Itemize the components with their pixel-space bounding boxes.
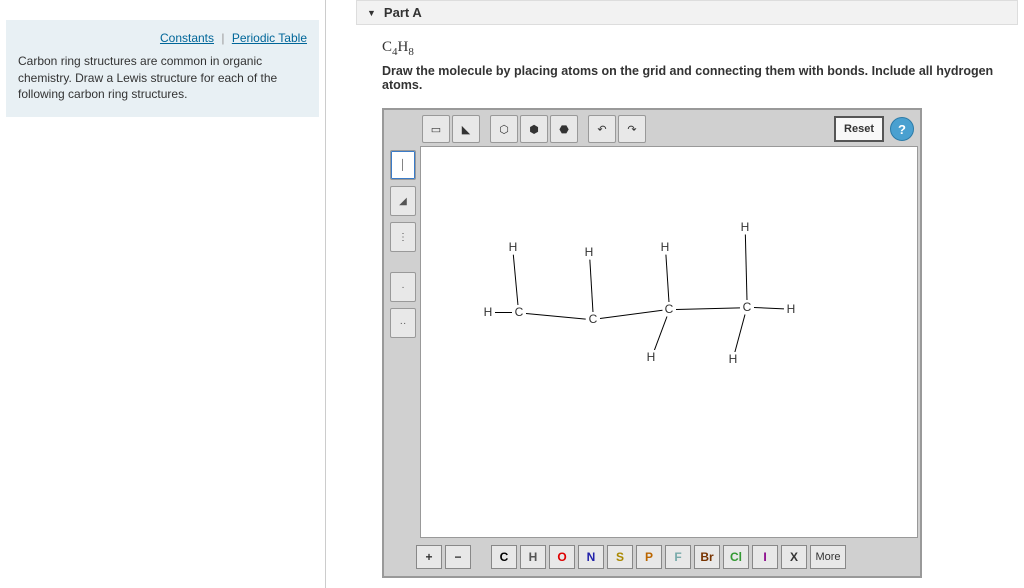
atom-h[interactable]: H xyxy=(660,240,671,254)
element-cl[interactable]: Cl xyxy=(723,545,749,569)
periodic-table-link[interactable]: Periodic Table xyxy=(232,31,307,45)
atom-h[interactable]: H xyxy=(508,240,519,254)
atom-c[interactable]: C xyxy=(664,302,675,316)
info-box: Constants | Periodic Table Carbon ring s… xyxy=(6,20,319,117)
left-panel: Constants | Periodic Table Carbon ring s… xyxy=(0,0,326,588)
problem-description: Carbon ring structures are common in org… xyxy=(18,53,307,103)
bond[interactable] xyxy=(745,234,748,300)
instruction-text: Draw the molecule by placing atoms on th… xyxy=(382,64,1014,92)
link-separator: | xyxy=(221,31,224,45)
lone-pair-tool[interactable]: · xyxy=(390,272,416,302)
template-tool-2[interactable]: ⬣ xyxy=(550,115,578,143)
select-tool[interactable]: ▭ xyxy=(422,115,450,143)
more-elements-button[interactable]: More xyxy=(810,545,846,569)
side-toolbar: │ ◢ ⋮ · ·· xyxy=(386,146,420,538)
help-button[interactable]: ? xyxy=(890,117,914,141)
editor-body: │ ◢ ⋮ · ·· H H H H H C C C C H H H xyxy=(386,146,918,538)
atom-h[interactable]: H xyxy=(740,220,751,234)
redo-button[interactable]: ↷ xyxy=(618,115,646,143)
element-f[interactable]: F xyxy=(665,545,691,569)
reset-button[interactable]: Reset xyxy=(834,116,884,142)
bond[interactable] xyxy=(526,313,586,320)
wavy-bond-tool[interactable]: ⋮ xyxy=(390,222,416,252)
undo-button[interactable]: ↶ xyxy=(588,115,616,143)
element-c[interactable]: C xyxy=(491,545,517,569)
atom-h[interactable]: H xyxy=(786,302,797,316)
element-br[interactable]: Br xyxy=(694,545,720,569)
element-i[interactable]: I xyxy=(752,545,778,569)
bond[interactable] xyxy=(665,254,669,302)
single-bond-tool[interactable]: │ xyxy=(390,150,416,180)
element-n[interactable]: N xyxy=(578,545,604,569)
template-tool-1[interactable]: ⬢ xyxy=(520,115,548,143)
element-s[interactable]: S xyxy=(607,545,633,569)
question-area: C4H8 Draw the molecule by placing atoms … xyxy=(326,25,1024,588)
atom-c[interactable]: C xyxy=(742,300,753,314)
info-links: Constants | Periodic Table xyxy=(18,30,307,47)
atom-h[interactable]: H xyxy=(584,245,595,259)
atom-h[interactable]: H xyxy=(483,305,494,319)
collapse-icon: ▼ xyxy=(367,8,376,18)
molecular-formula: C4H8 xyxy=(382,39,1014,58)
bond[interactable] xyxy=(600,310,662,319)
bond[interactable] xyxy=(589,259,593,312)
element-o[interactable]: O xyxy=(549,545,575,569)
bond[interactable] xyxy=(676,307,740,310)
element-h[interactable]: H xyxy=(520,545,546,569)
eraser-tool[interactable]: ◣ xyxy=(452,115,480,143)
part-header[interactable]: ▼ Part A xyxy=(356,0,1018,25)
bond[interactable] xyxy=(653,316,667,351)
charge-plus-button[interactable]: + xyxy=(416,545,442,569)
atom-tool[interactable]: ⬡ xyxy=(490,115,518,143)
electron-pair-tool[interactable]: ·· xyxy=(390,308,416,338)
part-label: Part A xyxy=(384,5,422,20)
bond[interactable] xyxy=(495,312,512,313)
bottom-toolbar: + − C H O N S P F Br Cl I X More xyxy=(386,538,918,574)
bond[interactable] xyxy=(513,254,519,305)
molecule-editor: ▭ ◣ ⬡ ⬢ ⬣ ↶ ↷ Reset xyxy=(382,108,922,578)
element-x[interactable]: X xyxy=(781,545,807,569)
atom-c[interactable]: C xyxy=(514,305,525,319)
wedge-bond-tool[interactable]: ◢ xyxy=(390,186,416,216)
right-panel: ▼ Part A C4H8 Draw the molecule by placi… xyxy=(326,0,1024,588)
constants-link[interactable]: Constants xyxy=(160,31,214,45)
bond[interactable] xyxy=(754,307,784,309)
charge-minus-button[interactable]: − xyxy=(445,545,471,569)
bond[interactable] xyxy=(734,314,745,353)
atom-c[interactable]: C xyxy=(588,312,599,326)
element-p[interactable]: P xyxy=(636,545,662,569)
atom-h[interactable]: H xyxy=(646,350,657,364)
atom-h[interactable]: H xyxy=(728,352,739,366)
top-toolbar: ▭ ◣ ⬡ ⬢ ⬣ ↶ ↷ Reset xyxy=(386,112,918,146)
drawing-canvas[interactable]: H H H H H C C C C H H H xyxy=(420,146,918,538)
